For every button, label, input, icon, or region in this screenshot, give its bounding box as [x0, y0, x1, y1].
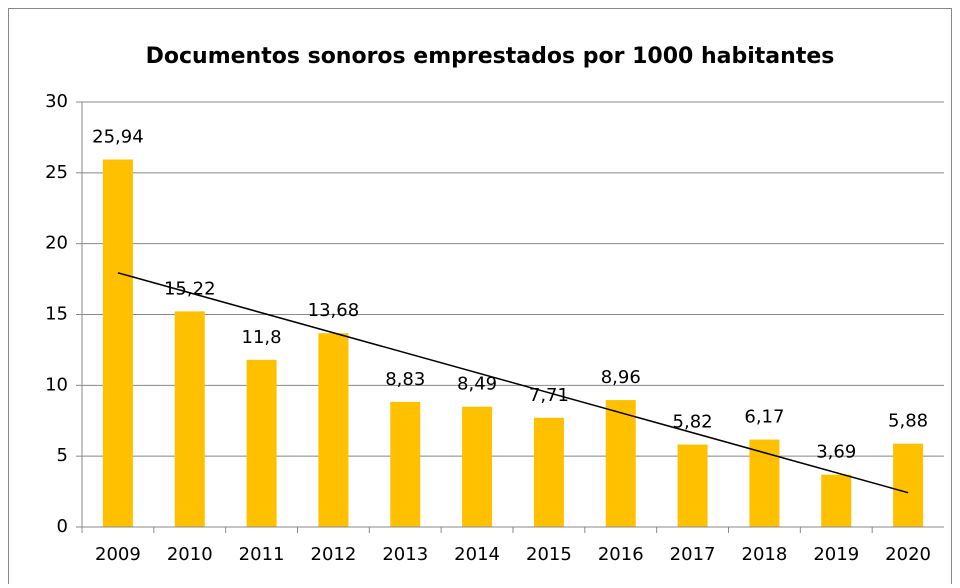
x-tick-label: 2020	[885, 544, 931, 565]
data-label: 11,8	[242, 327, 282, 348]
bar	[605, 400, 636, 527]
x-tick-label: 2013	[382, 544, 428, 565]
chart-title: Documentos sonoros emprestados por 1000 …	[146, 44, 835, 69]
x-tick-label: 2015	[526, 544, 572, 565]
x-tick-label: 2009	[95, 544, 141, 565]
y-tick-label: 10	[45, 374, 68, 395]
bar	[390, 401, 421, 527]
x-tick-label: 2017	[670, 544, 716, 565]
bar	[102, 159, 133, 527]
bar	[893, 443, 924, 527]
data-label: 15,22	[164, 278, 216, 299]
data-label: 25,94	[92, 127, 144, 148]
data-label: 13,68	[308, 300, 360, 321]
x-tick-label: 2016	[598, 544, 644, 565]
data-label: 8,96	[601, 367, 641, 388]
data-label: 7,71	[529, 385, 569, 406]
x-tick-label: 2019	[813, 544, 859, 565]
trend-line	[117, 272, 909, 494]
y-tick-label: 0	[57, 516, 68, 537]
y-tick-label: 15	[45, 304, 68, 325]
bar	[749, 439, 780, 527]
x-tick-label: 2014	[454, 544, 500, 565]
x-tick-label: 2010	[167, 544, 213, 565]
data-label: 8,49	[457, 374, 497, 395]
x-tick-label: 2012	[311, 544, 357, 565]
y-tick-label: 5	[57, 445, 68, 466]
x-tick-label: 2011	[239, 544, 285, 565]
data-label: 8,83	[385, 369, 425, 390]
bar	[318, 333, 349, 527]
data-label: 5,88	[888, 411, 928, 432]
bar	[246, 359, 277, 527]
data-label: 5,82	[673, 412, 713, 433]
data-label: 6,17	[744, 407, 784, 428]
y-tick-label: 20	[45, 233, 68, 254]
y-tick-label: 30	[45, 91, 68, 112]
bar	[821, 474, 852, 527]
x-tick-label: 2018	[742, 544, 788, 565]
bar	[174, 311, 205, 527]
y-tick-label: 25	[45, 162, 68, 183]
bar	[533, 417, 564, 527]
data-label: 3,69	[816, 442, 856, 463]
bar	[462, 406, 493, 527]
bar	[677, 444, 708, 527]
